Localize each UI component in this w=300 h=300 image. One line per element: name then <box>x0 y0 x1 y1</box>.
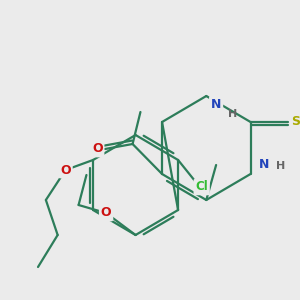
Text: S: S <box>291 116 300 128</box>
Text: O: O <box>92 142 103 155</box>
Text: O: O <box>101 206 111 220</box>
Text: N: N <box>211 98 221 110</box>
Text: H: H <box>276 161 285 171</box>
Text: H: H <box>228 109 237 119</box>
Text: O: O <box>60 164 71 176</box>
Text: Cl: Cl <box>195 181 208 194</box>
Text: N: N <box>259 158 269 170</box>
